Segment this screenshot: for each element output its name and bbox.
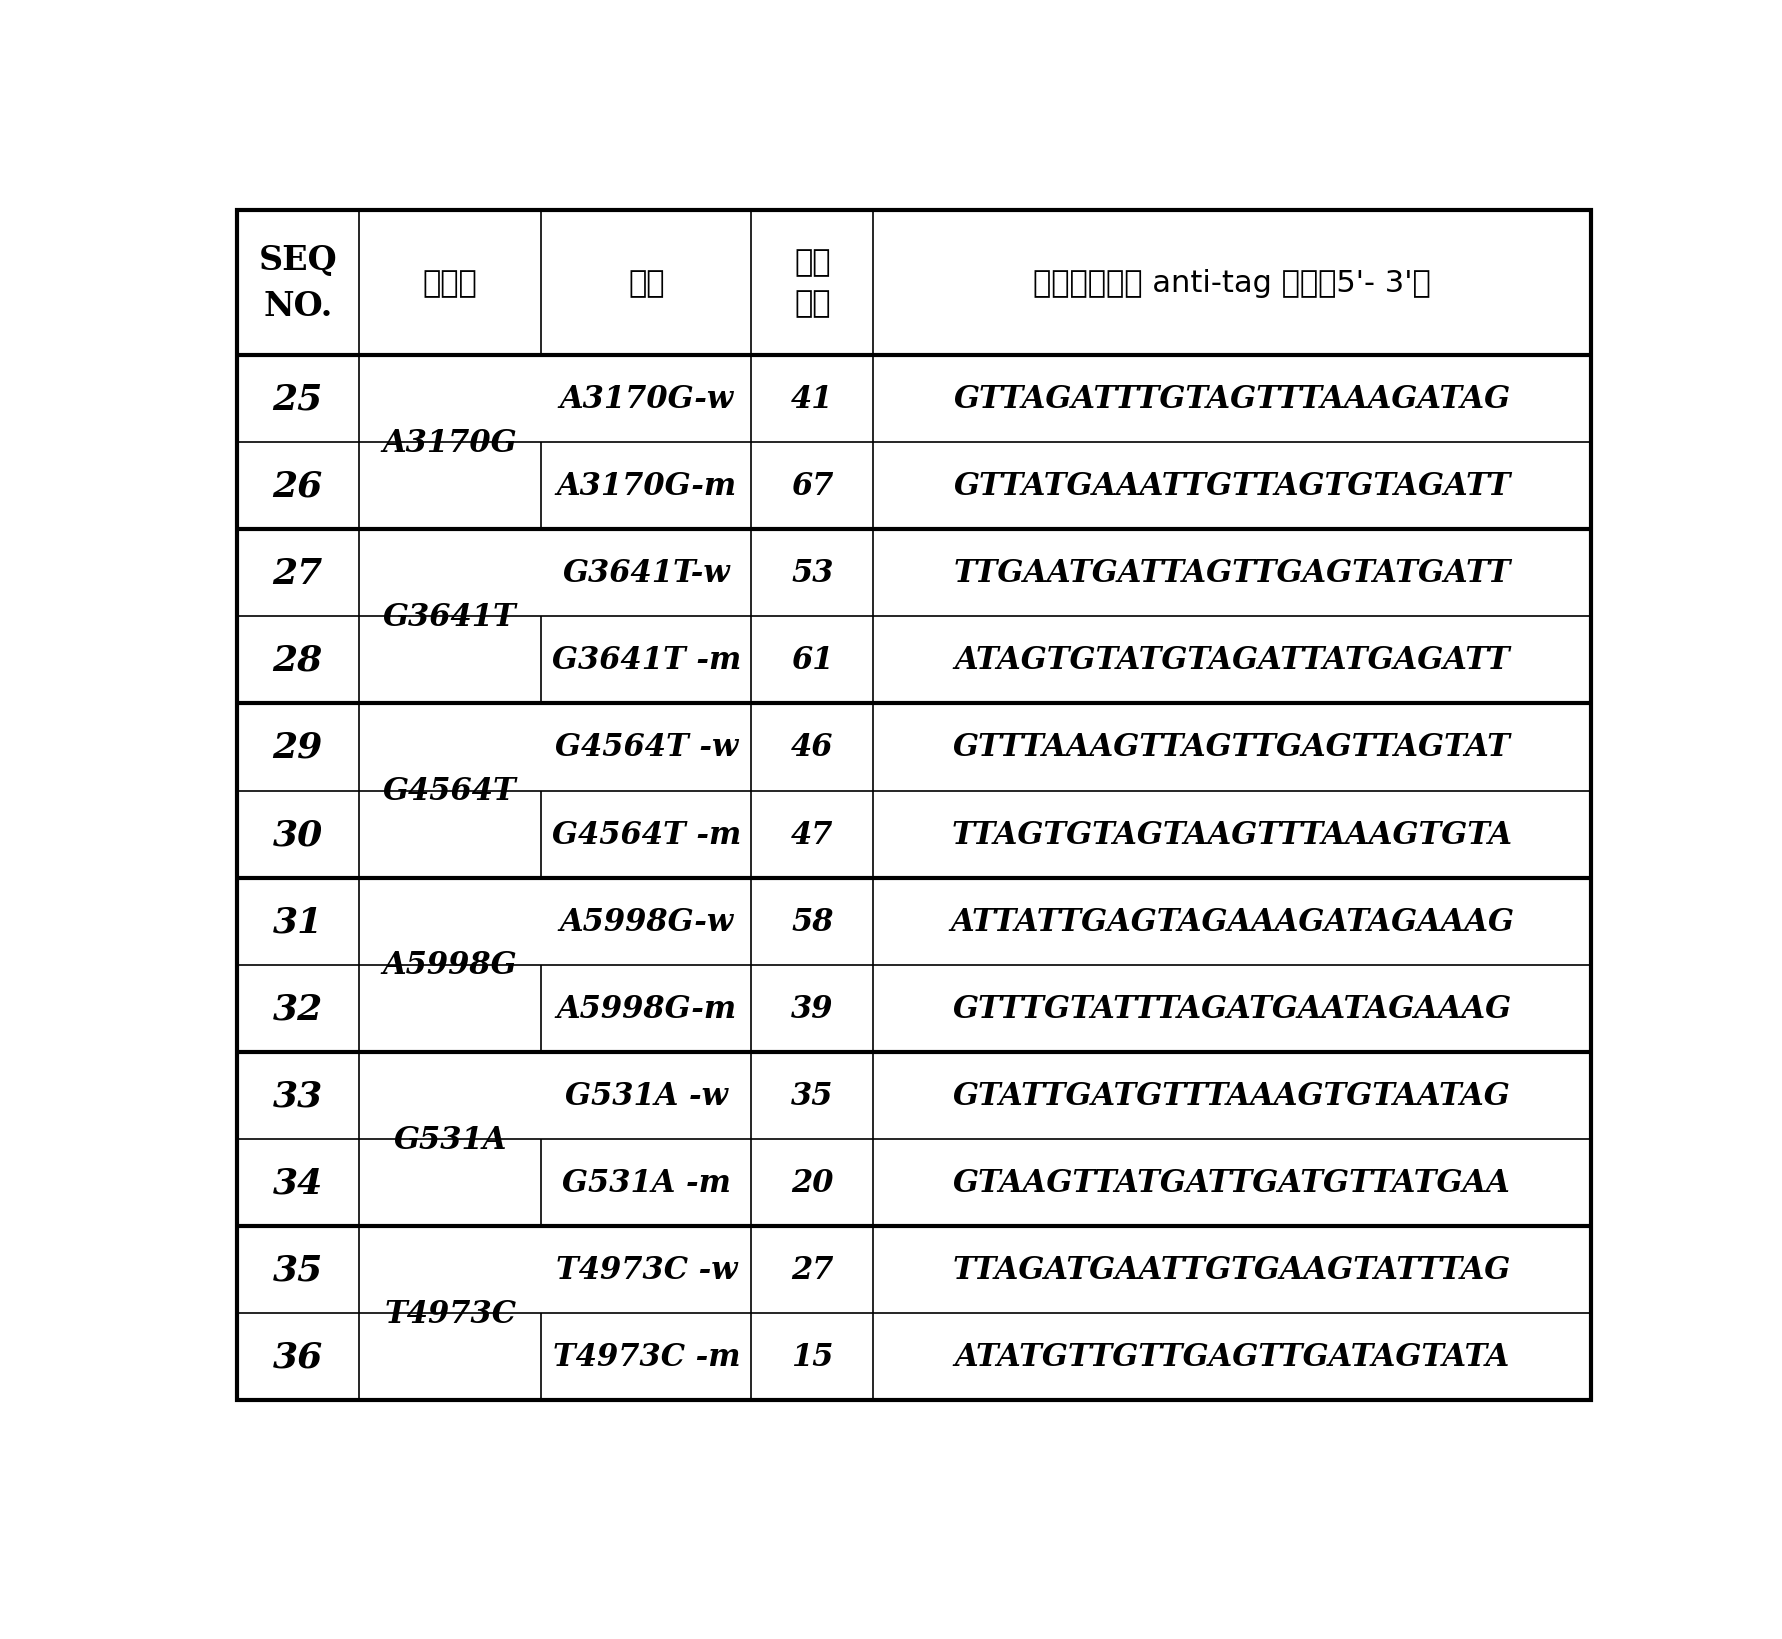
- Text: 27: 27: [791, 1254, 832, 1285]
- Text: 39: 39: [791, 993, 832, 1024]
- Text: 35: 35: [791, 1080, 832, 1111]
- Text: 25: 25: [273, 382, 323, 416]
- Text: 20: 20: [791, 1167, 832, 1198]
- Text: 32: 32: [273, 992, 323, 1026]
- Text: A5998G-m: A5998G-m: [556, 993, 736, 1024]
- Text: 41: 41: [791, 384, 832, 415]
- Text: 53: 53: [791, 557, 832, 588]
- Text: G4564T -w: G4564T -w: [554, 733, 738, 764]
- Text: G3641T-w: G3641T-w: [563, 557, 731, 588]
- Text: G4564T: G4564T: [383, 775, 517, 806]
- Text: 36: 36: [273, 1341, 323, 1373]
- Text: GTAAGTTATGATTGATGTTATGAA: GTAAGTTATGATTGATGTTATGAA: [953, 1167, 1509, 1198]
- Text: ATATGTTGTTGAGTTGATAGTATA: ATATGTTGTTGAGTTGATAGTATA: [953, 1342, 1509, 1372]
- Text: 29: 29: [273, 731, 323, 764]
- Text: 58: 58: [791, 906, 832, 938]
- Text: T4973C: T4973C: [383, 1298, 515, 1329]
- Text: GTTTAAAGTTAGTTGAGTTAGTAT: GTTTAAAGTTAGTTGAGTTAGTAT: [953, 733, 1509, 764]
- Text: G3641T -m: G3641T -m: [551, 646, 741, 675]
- Text: G531A -w: G531A -w: [565, 1080, 727, 1111]
- Text: GTTTGTATTTAGATGAATAGAAAG: GTTTGTATTTAGATGAATAGAAAG: [952, 993, 1511, 1024]
- Text: GTATTGATGTTTAAAGTGTAATAG: GTATTGATGTTTAAAGTGTAATAG: [953, 1080, 1509, 1111]
- Text: 34: 34: [273, 1165, 323, 1200]
- Text: A5998G: A5998G: [383, 949, 517, 980]
- Text: 28: 28: [273, 644, 323, 677]
- Text: G531A -m: G531A -m: [561, 1167, 731, 1198]
- Text: ATTATTGAGTAGAAAGATAGAAAG: ATTATTGAGTAGAAAGATAGAAAG: [950, 906, 1513, 938]
- Text: T4973C -m: T4973C -m: [552, 1342, 740, 1372]
- Text: A5998G-w: A5998G-w: [560, 906, 732, 938]
- Text: G531A: G531A: [394, 1124, 506, 1155]
- Text: A3170G-m: A3170G-m: [556, 470, 736, 502]
- Text: T4973C -w: T4973C -w: [556, 1254, 736, 1285]
- Text: 35: 35: [273, 1254, 323, 1287]
- Text: 46: 46: [791, 733, 832, 764]
- Text: SEQ
NO.: SEQ NO.: [258, 244, 337, 323]
- Text: 67: 67: [791, 470, 832, 502]
- Text: TTAGTGTAGTAAGTTTAAAGTGTA: TTAGTGTAGTAAGTTTAAAGTGTA: [952, 820, 1511, 851]
- Text: 30: 30: [273, 818, 323, 852]
- Text: 61: 61: [791, 646, 832, 675]
- Text: 33: 33: [273, 1078, 323, 1113]
- Text: G4564T -m: G4564T -m: [551, 820, 741, 851]
- Text: A3170G: A3170G: [383, 428, 517, 459]
- Text: 15: 15: [791, 1342, 832, 1372]
- Text: 47: 47: [791, 820, 832, 851]
- Text: ATAGTGTATGTAGATTATGAGATT: ATAGTGTATGTAGATTATGAGATT: [953, 646, 1509, 675]
- Text: A3170G-w: A3170G-w: [560, 384, 732, 415]
- Text: 类型: 类型: [627, 269, 665, 298]
- Text: 微球
编号: 微球 编号: [793, 249, 830, 318]
- Text: 31: 31: [273, 905, 323, 939]
- Text: 27: 27: [273, 556, 323, 590]
- Text: TTAGATGAATTGTGAAGTATTTAG: TTAGATGAATTGTGAAGTATTTAG: [952, 1254, 1509, 1285]
- Text: TTGAATGATTAGTTGAGTATGATT: TTGAATGATTAGTTGAGTATGATT: [953, 557, 1509, 588]
- Text: 基因型: 基因型: [422, 269, 478, 298]
- Text: 26: 26: [273, 469, 323, 503]
- Text: GTTAGATTTGTAGTTTAAAGATAG: GTTAGATTTGTAGTTTAAAGATAG: [953, 384, 1509, 415]
- Text: G3641T: G3641T: [383, 602, 517, 633]
- Text: GTTATGAAATTGTTAGTGTAGATT: GTTATGAAATTGTTAGTGTAGATT: [953, 470, 1509, 502]
- Text: 微球上对应的 anti-tag 序列（5'- 3'）: 微球上对应的 anti-tag 序列（5'- 3'）: [1032, 269, 1429, 298]
